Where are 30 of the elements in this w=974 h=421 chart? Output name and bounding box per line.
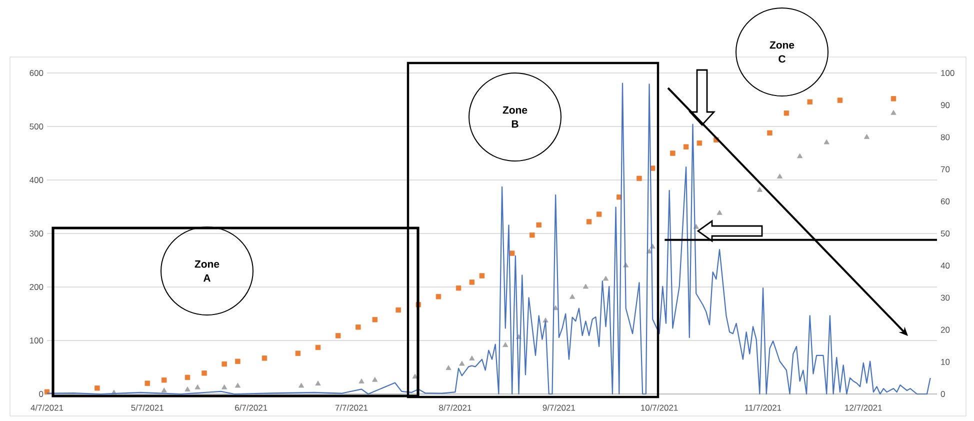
y2-tick-label: 70 — [940, 166, 950, 172]
y-tick-label: 400 — [30, 177, 44, 183]
x-tick-label: 6/7/2021 — [235, 404, 268, 411]
y2-tick-label: 10 — [941, 358, 950, 365]
x-tick-label: 9/7/2021 — [542, 404, 575, 411]
y2-tick-label: 60 — [940, 198, 950, 204]
y2-tick-label: 90 — [940, 102, 950, 108]
y-tick-label: 300 — [30, 230, 44, 236]
text: Zone C — [770, 41, 794, 63]
y-tick-label: 100 — [30, 338, 44, 344]
x-tick-label: 8/7/2021 — [439, 404, 472, 411]
y2-tick-label: 50 — [940, 230, 950, 236]
y2-tick-label: 30 — [940, 294, 950, 301]
y-tick-label: 600 — [30, 70, 44, 76]
x-tick-label: 4/7/2021 — [30, 404, 64, 411]
x-tick-label: 5/7/2021 — [131, 404, 164, 411]
annotation: Zone B — [502, 106, 528, 128]
y2-tick-label: 40 — [940, 262, 950, 269]
annotation: Zone A — [194, 260, 220, 282]
x-tick-label: 11/7/2021 — [745, 404, 782, 411]
x-tick-label: 12/7/2021 — [845, 404, 882, 411]
y2-tick-label: 80 — [940, 134, 950, 140]
y2-tick-label: 100 — [941, 70, 954, 76]
y2-tick-label: 0 — [940, 391, 945, 397]
x-tick-label: 7/7/2021 — [335, 404, 368, 411]
x-tick-label: 10/7/2021 — [641, 404, 678, 411]
y2-tick-label: 20 — [940, 326, 950, 333]
y-tick-label: 500 — [30, 124, 44, 130]
y-tick-label: 0 — [39, 391, 44, 397]
y-tick-label: 200 — [30, 284, 44, 290]
